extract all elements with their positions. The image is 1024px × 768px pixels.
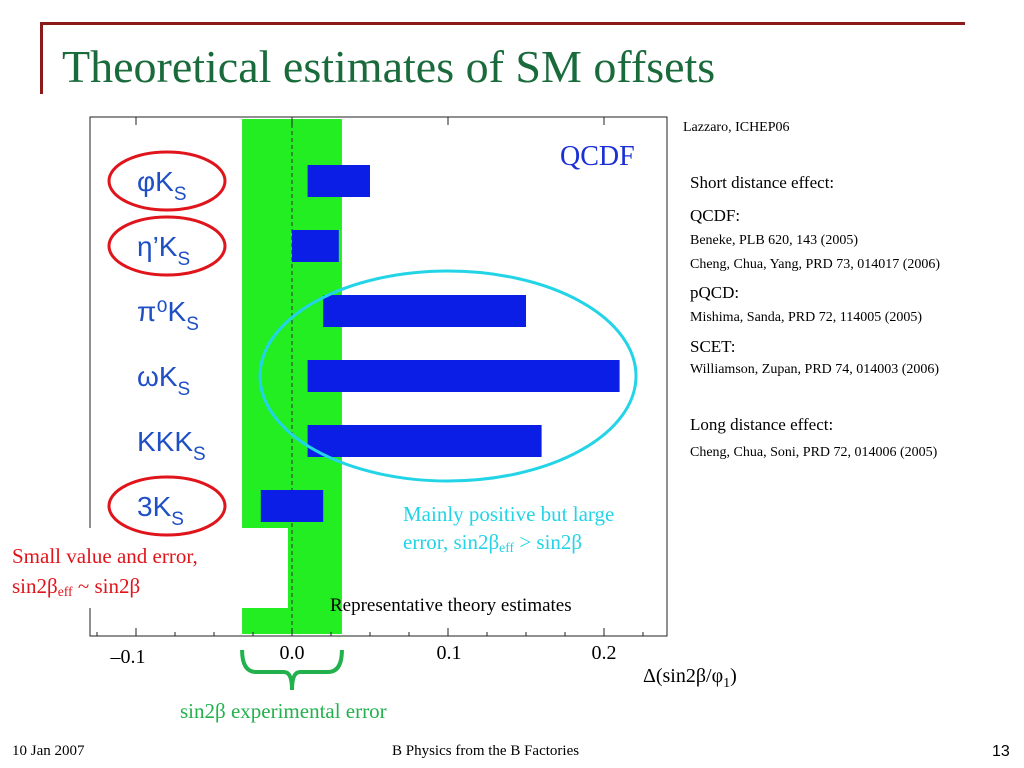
category-label: η’KS	[137, 231, 190, 270]
decorative-vertical-rule	[40, 22, 43, 94]
reference-line: pQCD:	[690, 283, 740, 302]
bar-5	[260, 490, 324, 522]
red-callout-sub: eff	[57, 584, 73, 599]
footer-date: 10 Jan 2007	[12, 743, 85, 759]
cyan-highlight-ellipse	[258, 269, 638, 483]
bar-1	[292, 230, 339, 262]
red-callout-line2: sin2βeff ~ sin2β	[12, 571, 198, 607]
category-label: π⁰KS	[137, 296, 199, 335]
cyan-callout-suffix: > sin2β	[514, 530, 583, 554]
reference-line: Long distance effect:	[690, 415, 834, 434]
red-highlight-circle	[107, 475, 227, 537]
x-tick-label: 0.2	[592, 642, 617, 664]
x-tick-label: 0.1	[437, 642, 462, 664]
slide-title: Theoretical estimates of SM offsets	[62, 41, 716, 92]
red-callout-prefix: sin2β	[12, 574, 58, 598]
decorative-horizontal-rule	[40, 22, 965, 25]
x-tick-label: –0.1	[110, 646, 146, 668]
bar-2	[323, 295, 526, 327]
reference-line: SCET:	[690, 337, 736, 356]
page-number: 13	[992, 743, 1010, 760]
x-axis-label: Δ(sin2β/φ1)	[643, 665, 737, 691]
category-label: 3KS	[137, 491, 184, 530]
cyan-callout-line2: error, sin2βeff > sin2β	[403, 528, 614, 562]
source-note: Lazzaro, ICHEP06	[683, 120, 790, 135]
experimental-error-brace	[240, 649, 344, 691]
cyan-callout: Mainly positive but large error, sin2βef…	[403, 500, 614, 562]
red-callout-suffix: ~ sin2β	[72, 574, 141, 598]
category-label: KKKS	[137, 426, 206, 465]
cyan-callout-sub: eff	[499, 540, 515, 555]
red-highlight-circle	[107, 150, 227, 212]
reference-line: Cheng, Chua, Yang, PRD 73, 014017 (2006)	[690, 257, 941, 272]
bar-3	[307, 360, 620, 392]
callout-background	[0, 528, 288, 608]
experimental-error-caption: sin2β experimental error	[180, 699, 387, 723]
cyan-callout-prefix: error, sin2β	[403, 530, 500, 554]
reference-line: Williamson, Zupan, PRD 74, 014003 (2006)	[690, 362, 940, 377]
cyan-callout-line1: Mainly positive but large	[403, 502, 615, 526]
red-callout-line1: Small value and error,	[12, 544, 198, 568]
reference-line: Mishima, Sanda, PRD 72, 114005 (2005)	[690, 310, 923, 325]
category-label: ωKS	[137, 361, 190, 400]
bar-4	[307, 425, 542, 457]
bar-0	[307, 165, 370, 197]
chart-title: QCDF	[560, 141, 635, 172]
reference-line: Short distance effect:	[690, 173, 835, 192]
red-callout: Small value and error, sin2βeff ~ sin2β	[12, 541, 198, 607]
red-highlight-circle	[107, 215, 227, 277]
x-tick-label: 0.0	[280, 642, 305, 664]
reference-line: QCDF:	[690, 206, 741, 225]
reference-line: Cheng, Chua, Soni, PRD 72, 014006 (2005)	[690, 445, 938, 460]
inner-caption: Representative theory estimates	[330, 595, 572, 616]
footer-title: B Physics from the B Factories	[392, 743, 580, 759]
reference-line: Beneke, PLB 620, 143 (2005)	[690, 233, 858, 248]
category-label: φKS	[137, 166, 187, 205]
